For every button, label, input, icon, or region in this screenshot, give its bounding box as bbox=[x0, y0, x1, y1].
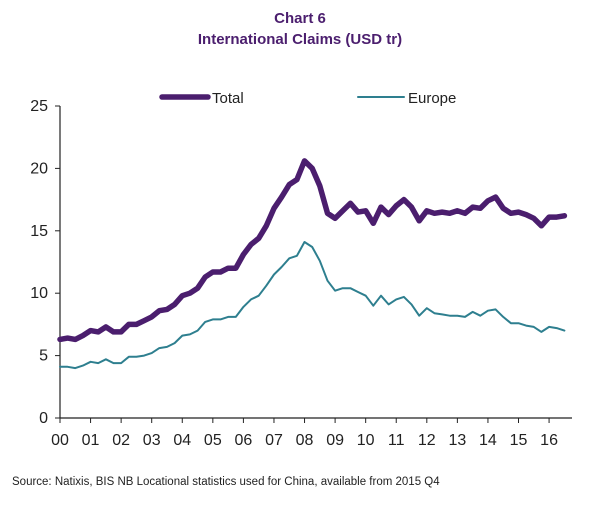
legend: Total Europe bbox=[159, 90, 456, 107]
y-tick-label: 20 bbox=[30, 160, 48, 177]
x-tick-label: 14 bbox=[479, 432, 497, 449]
x-tick-label: 13 bbox=[448, 432, 466, 449]
x-tick-label: 06 bbox=[235, 432, 253, 449]
x-tick-label: 05 bbox=[204, 432, 222, 449]
y-tick-label: 5 bbox=[39, 348, 48, 365]
series-lines bbox=[57, 158, 568, 370]
legend-label-europe: Europe bbox=[408, 90, 456, 107]
x-tick-label: 09 bbox=[326, 432, 344, 449]
x-tick-label: 12 bbox=[418, 432, 436, 449]
x-tick-label: 01 bbox=[82, 432, 100, 449]
y-tick-label: 25 bbox=[30, 98, 48, 115]
chart-number: Chart 6 bbox=[274, 10, 326, 27]
x-tick-label: 04 bbox=[173, 432, 191, 449]
y-tick-label: 10 bbox=[30, 285, 48, 302]
x-tick-label: 07 bbox=[265, 432, 283, 449]
series-line-europe bbox=[59, 241, 566, 370]
x-tick-label: 10 bbox=[357, 432, 375, 449]
x-tick-label: 16 bbox=[540, 432, 558, 449]
y-tick-label: 15 bbox=[30, 223, 48, 240]
x-tick-label: 00 bbox=[51, 432, 69, 449]
x-tick-label: 15 bbox=[510, 432, 528, 449]
chart-title: International Claims (USD tr) bbox=[197, 31, 403, 48]
x-tick-label: 02 bbox=[112, 432, 130, 449]
x-tick-label: 08 bbox=[296, 432, 314, 449]
source-note: Source: Natixis, BIS NB Locational stati… bbox=[12, 476, 440, 488]
x-tick-label: 03 bbox=[143, 432, 161, 449]
series-line-total bbox=[57, 158, 568, 343]
legend-label-total: Total bbox=[212, 90, 244, 107]
y-tick-label: 0 bbox=[39, 410, 48, 427]
axes bbox=[55, 105, 572, 423]
x-tick-label: 11 bbox=[388, 432, 405, 449]
